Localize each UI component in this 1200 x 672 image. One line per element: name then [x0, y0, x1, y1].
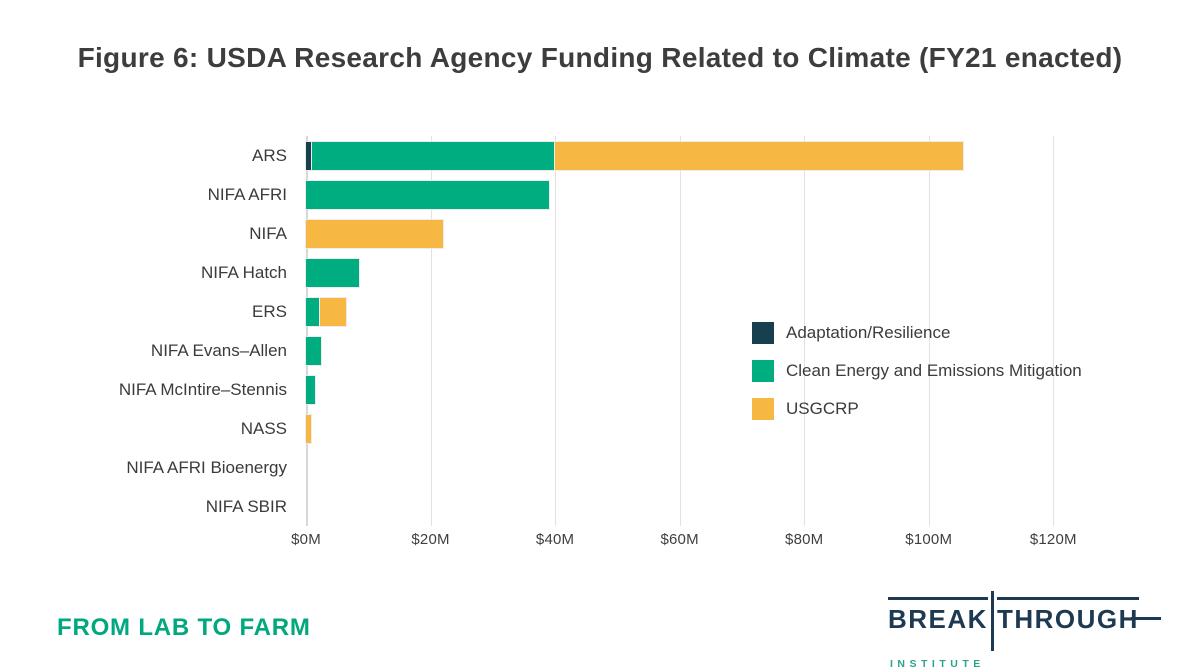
bar-segment	[306, 141, 313, 170]
x-tick-label: $60M	[660, 531, 699, 548]
category-label: NIFA Hatch	[201, 262, 287, 282]
gridline	[430, 136, 432, 526]
bar-rows: ARS NIFA AFRI NIFA NIFA Hatch ERS NIFA Evans–…	[60, 136, 1100, 526]
category-label: ERS	[252, 301, 287, 321]
category-label: NIFA Evans–Allen	[150, 340, 287, 360]
category-label: NASS	[240, 418, 287, 438]
x-tick-label: $40M	[535, 531, 575, 548]
bar-segment	[306, 219, 443, 248]
x-tick-label: $120M	[1029, 531, 1077, 548]
legend: Adaptation/Resilience Clean Energy and E…	[752, 322, 1082, 420]
bar-segment	[555, 141, 963, 170]
bar-track	[306, 297, 1100, 326]
logo-word-through: THROUGH	[996, 597, 1139, 632]
bar-track	[306, 493, 1100, 521]
chart-row: NASS	[60, 409, 1100, 448]
gridline	[306, 136, 308, 526]
chart-row: NIFA AFRI	[60, 175, 1100, 214]
legend-label: Clean Energy and Emissions Mitigation	[786, 361, 1082, 380]
tagline: FROM LAB TO FARM	[57, 614, 311, 641]
legend-item-clean-energy: Clean Energy and Emissions Mitigation	[752, 360, 1082, 382]
legend-item-adaptation: Adaptation/Resilience	[752, 322, 1082, 344]
bar-track	[306, 414, 1100, 443]
legend-swatch-usgcrp	[752, 398, 774, 420]
plot-area	[306, 136, 1100, 526]
bar-segment	[306, 297, 321, 326]
category-label: NIFA SBIR	[205, 496, 287, 516]
chart-row: NIFA	[60, 214, 1100, 253]
bar-track	[306, 375, 1100, 404]
gridline	[679, 136, 681, 526]
bar-segment	[306, 180, 549, 209]
legend-label: Adaptation/Resilience	[786, 323, 951, 342]
bar-segment	[306, 258, 359, 287]
category-label: NIFA McIntire–Stennis	[118, 379, 287, 399]
category-label: NIFA AFRI	[207, 184, 287, 204]
legend-swatch-adaptation	[752, 322, 774, 344]
chart-row: ERS	[60, 292, 1100, 331]
bar-track	[306, 219, 1100, 248]
chart-row: NIFA AFRI Bioenergy	[60, 448, 1100, 487]
category-label: ARS	[252, 145, 287, 165]
logo-word-break: BREAK	[888, 597, 988, 632]
chart-row: ARS	[60, 136, 1100, 175]
logo-institute-text: INSTITUTE	[890, 658, 985, 670]
x-tick-label: $80M	[785, 531, 824, 548]
category-label: NIFA AFRI Bioenergy	[126, 457, 287, 477]
category-label: NIFA	[249, 223, 287, 243]
gridline	[1053, 136, 1055, 526]
logo-k-stem-mark	[990, 591, 994, 651]
bar-segment	[320, 297, 347, 326]
bar-track	[306, 258, 1100, 287]
chart-row: NIFA Hatch	[60, 253, 1100, 292]
bar-segment	[306, 375, 316, 404]
x-tick-label: $100M	[905, 531, 953, 548]
x-axis: $0M $20M $40M $60M $80M $100M $120M	[291, 531, 1100, 553]
bar-segment	[312, 141, 556, 170]
legend-swatch-clean-energy	[752, 360, 774, 382]
bar-segment	[306, 414, 311, 443]
breakthrough-institute-logo: BREAK THROUGH INSTITUTE	[888, 591, 1180, 670]
chart-row: NIFA SBIR	[60, 487, 1100, 526]
chart-title: Figure 6: USDA Research Agency Funding R…	[77, 42, 1123, 73]
chart-row: NIFA McIntire–Stennis	[60, 370, 1100, 409]
gridline	[928, 136, 930, 526]
x-tick-label: $0M	[291, 531, 321, 548]
bar-segment	[306, 336, 321, 365]
gridline	[555, 136, 557, 526]
x-tick-label: $20M	[411, 531, 450, 548]
bar-track	[306, 141, 1100, 170]
bar-track	[306, 454, 1100, 482]
logo-right-dash-mark	[1130, 617, 1161, 620]
logo-wordmark: BREAK THROUGH	[888, 591, 1180, 651]
gridline	[804, 136, 806, 526]
legend-item-usgcrp: USGCRP	[752, 398, 1082, 420]
chart-row: NIFA Evans–Allen	[60, 331, 1100, 370]
bar-track	[306, 336, 1100, 365]
legend-label: USGCRP	[786, 399, 859, 418]
bar-track	[306, 180, 1100, 209]
